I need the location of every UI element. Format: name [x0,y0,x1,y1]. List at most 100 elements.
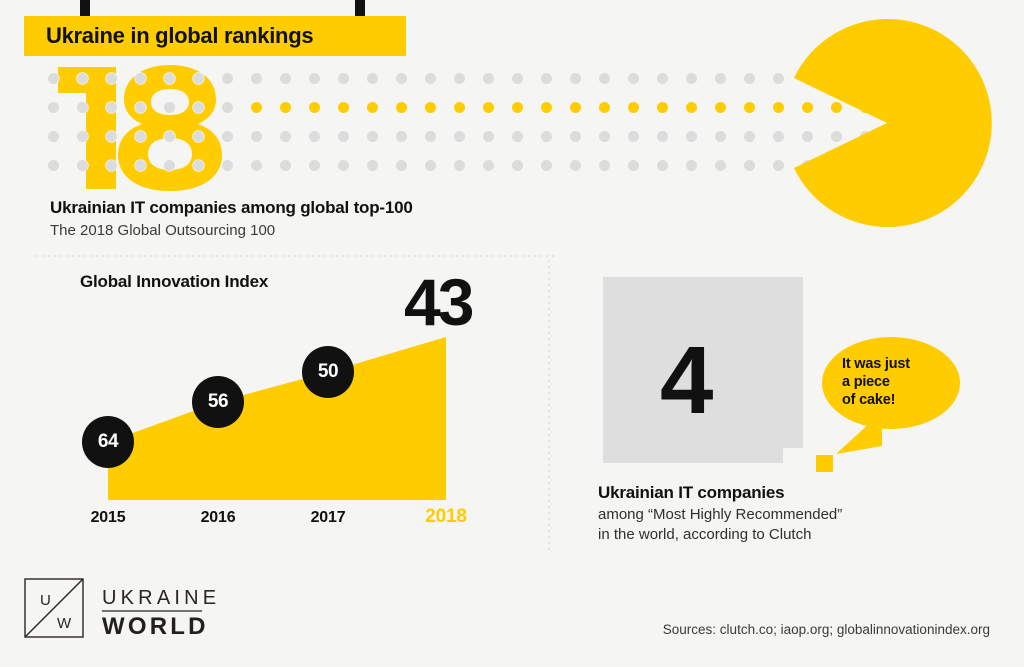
banner-nail-right-icon [355,0,365,24]
grid-dot [512,131,523,142]
grid-dot [77,160,88,171]
vertical-divider [548,258,550,554]
grid-dot [599,131,610,142]
ukraine-world-logo[interactable]: U W UKRAINE WORLD [24,578,264,638]
grid-dot-accent [396,102,407,113]
stat-4-backdrop [603,277,803,463]
grid-dot-accent [483,102,494,113]
chart-title: Global Innovation Index [80,272,269,291]
grid-dot [744,73,755,84]
stat-4-subline-2: in the world, according to Clutch [598,525,812,543]
grid-dot [657,131,668,142]
grid-dot [570,131,581,142]
grid-dot [831,131,842,142]
grid-dot-accent [773,102,784,113]
grid-dot-accent [541,102,552,113]
grid-dot [164,102,175,113]
stat-4-headline: Ukrainian IT companies [598,483,785,502]
grid-dot [367,160,378,171]
svg-text:WORLD: WORLD [102,613,209,638]
grid-dot-accent [657,102,668,113]
grid-dot [48,131,59,142]
grid-dot [251,160,262,171]
svg-text:W: W [57,615,72,632]
grid-dot [367,131,378,142]
grid-dot-accent [802,102,813,113]
grid-dot-accent [338,102,349,113]
grid-dot [657,73,668,84]
stat-18-number [46,57,231,197]
grid-dot [222,160,233,171]
grid-dot [686,160,697,171]
page-title-banner: Ukraine in global rankings [24,16,406,56]
chart-xtick-2017: 2017 [310,509,346,526]
grid-dot [396,160,407,171]
grid-dot [744,131,755,142]
grid-dot [599,73,610,84]
grid-dot [541,160,552,171]
grid-dot [222,131,233,142]
grid-dot [425,131,436,142]
grid-dot [396,131,407,142]
speech-bubble-text: It was just a piece of cake! [822,356,910,410]
grid-dot [280,73,291,84]
stat-4-subline-1: among “Most Highly Recommended” [598,506,843,523]
page-title: Ukraine in global rankings [46,23,314,48]
grid-dot [309,160,320,171]
grid-dot [338,131,349,142]
horizontal-divider [34,255,554,257]
speech-bubble: It was just a piece of cake! [822,337,960,429]
grid-dot [599,160,610,171]
innovation-index-area-chart [40,258,550,508]
grid-dot [512,160,523,171]
chart-xtick-2018: 2018 [425,506,467,527]
grid-dot [570,160,581,171]
grid-dot [425,73,436,84]
grid-dot-accent [309,102,320,113]
grid-dot-accent [686,102,697,113]
grid-dot [686,73,697,84]
grid-dot-accent [744,102,755,113]
grid-dot [628,73,639,84]
stat-18-headline: Ukrainian IT companies among global top-… [50,198,413,217]
grid-dot [744,160,755,171]
grid-dot [628,131,639,142]
grid-dot [222,73,233,84]
grid-dot-accent [715,102,726,113]
grid-dot [280,131,291,142]
stat-18-subline: The 2018 Global Outsourcing 100 [50,222,276,239]
grid-dot [425,160,436,171]
grid-dot [715,131,726,142]
chart-point-label: 64 [97,431,119,452]
grid-dot [77,131,88,142]
grid-dot-accent [570,102,581,113]
grid-dot-accent [599,102,610,113]
pacman-icon [782,18,992,228]
stat-4-subline: among “Most Highly Recommended” in the w… [598,505,998,545]
grid-dot [48,102,59,113]
grid-dot-accent [454,102,465,113]
grid-dot [483,160,494,171]
grid-dot-accent [280,102,291,113]
grid-dot [77,102,88,113]
svg-text:UKRAINE: UKRAINE [102,587,220,609]
grid-dot [164,160,175,171]
grid-dot [715,73,726,84]
grid-dot [454,131,465,142]
grid-dot [686,131,697,142]
chart-xtick-2015: 2015 [90,509,126,526]
grid-dot [309,131,320,142]
grid-dot [657,160,668,171]
grid-dot [483,73,494,84]
grid-dot [251,73,262,84]
speech-bubble-line-1: It was just [842,356,910,373]
grid-dot-accent [251,102,262,113]
grid-dot [396,73,407,84]
chart-xtick-2016: 2016 [200,509,236,526]
grid-dot [773,160,784,171]
grid-dot [338,73,349,84]
grid-dot-accent [831,102,842,113]
chart-point-marker: 50 [302,346,354,398]
grid-dot [251,131,262,142]
